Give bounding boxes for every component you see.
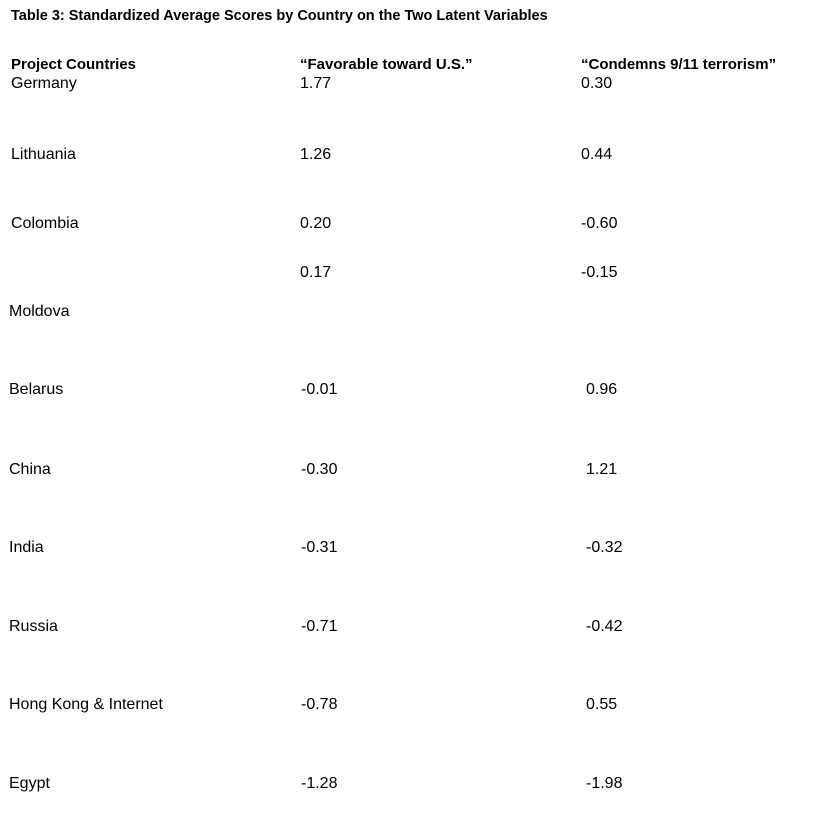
condemns-score-cell: 0.44 [581,146,613,163]
favorable-score-cell: -0.30 [301,461,338,478]
favorable-score-cell: 0.17 [300,264,332,281]
header-project-countries: Project Countries [11,56,137,73]
favorable-score-cell: -0.01 [301,381,338,398]
favorable-score-cell: -0.31 [301,539,338,556]
favorable-score-cell: -0.71 [301,618,338,635]
country-cell: Egypt [9,775,50,792]
condemns-score-cell: 0.55 [586,696,618,713]
country-cell: Germany [11,75,77,92]
country-cell: Moldova [9,303,70,320]
condemns-score-cell: -0.42 [586,618,623,635]
header-condemns-terrorism: “Condemns 9/11 terrorism” [581,56,777,73]
country-cell: China [9,461,51,478]
country-cell: Lithuania [11,146,76,163]
condemns-score-cell: -0.32 [586,539,623,556]
header-favorable-toward-us: “Favorable toward U.S.” [300,56,473,73]
country-cell: Colombia [11,215,79,232]
favorable-score-cell: -1.28 [301,775,338,792]
condemns-score-cell: 0.96 [586,381,618,398]
country-cell: Russia [9,618,58,635]
country-cell: India [9,539,44,556]
condemns-score-cell: 0.30 [581,75,613,92]
favorable-score-cell: 1.26 [300,146,332,163]
condemns-score-cell: -0.15 [581,264,618,281]
favorable-score-cell: 0.20 [300,215,332,232]
country-cell: Belarus [9,381,64,398]
country-cell: Hong Kong & Internet [9,696,163,713]
condemns-score-cell: 1.21 [586,461,618,478]
favorable-score-cell: -0.78 [301,696,338,713]
condemns-score-cell: -0.60 [581,215,618,232]
condemns-score-cell: -1.98 [586,775,623,792]
table-title: Table 3: Standardized Average Scores by … [11,8,548,24]
favorable-score-cell: 1.77 [300,75,332,92]
